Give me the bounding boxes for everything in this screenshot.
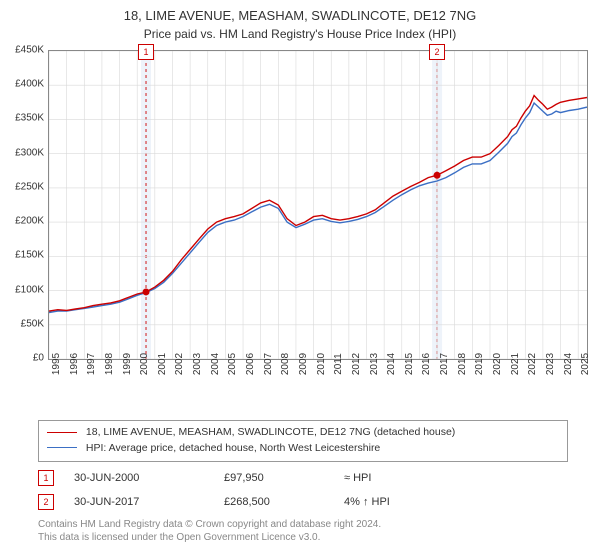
legend-swatch-blue [47,447,77,448]
x-axis-label: 2020 [492,353,503,375]
chart-container: 18, LIME AVENUE, MEASHAM, SWADLINCOTE, D… [0,0,600,560]
chart-subtitle: Price paid vs. HM Land Registry's House … [0,25,600,41]
chart-marker-2: 2 [429,44,445,60]
plot-svg [49,51,587,359]
x-axis-label: 2009 [298,353,309,375]
y-axis-label: £400K [15,79,44,90]
legend-box: 18, LIME AVENUE, MEASHAM, SWADLINCOTE, D… [38,420,568,462]
attribution-line2: This data is licensed under the Open Gov… [38,531,568,544]
legend-row-red: 18, LIME AVENUE, MEASHAM, SWADLINCOTE, D… [47,425,559,441]
x-axis-label: 2012 [351,353,362,375]
sale-marker-1: 1 [38,470,54,486]
sale-price-1: £97,950 [224,472,344,484]
legend-label-blue: HPI: Average price, detached house, Nort… [86,442,380,454]
y-axis-label: £450K [15,45,44,56]
x-axis-label: 2024 [563,353,574,375]
chart-area: £0£50K£100K£150K£200K£250K£300K£350K£400… [48,50,588,390]
sale-price-2: £268,500 [224,496,344,508]
y-axis-label: £100K [15,284,44,295]
sale-row-2: 2 30-JUN-2017 £268,500 4% ↑ HPI [38,486,568,510]
x-axis-label: 1997 [86,353,97,375]
x-axis-label: 2006 [245,353,256,375]
sale-delta-1: ≈ HPI [344,472,371,484]
y-axis-label: £50K [21,318,44,329]
legend-label-red: 18, LIME AVENUE, MEASHAM, SWADLINCOTE, D… [86,426,455,438]
x-axis-label: 2011 [333,353,344,375]
x-axis-label: 2010 [316,353,327,375]
plot-region [48,50,588,360]
attribution: Contains HM Land Registry data © Crown c… [38,510,568,544]
attribution-line1: Contains HM Land Registry data © Crown c… [38,518,568,531]
legend-row-blue: HPI: Average price, detached house, Nort… [47,441,559,457]
y-axis-label: £0 [33,353,44,364]
y-axis-label: £300K [15,147,44,158]
x-axis-label: 2019 [474,353,485,375]
chart-title: 18, LIME AVENUE, MEASHAM, SWADLINCOTE, D… [0,0,600,25]
x-axis-label: 2003 [192,353,203,375]
y-axis-label: £150K [15,250,44,261]
x-axis-label: 1999 [122,353,133,375]
x-axis-label: 2023 [545,353,556,375]
y-axis-label: £200K [15,216,44,227]
x-axis-label: 1996 [69,353,80,375]
sale-date-1: 30-JUN-2000 [74,472,224,484]
sale-marker-2: 2 [38,494,54,510]
y-axis-label: £250K [15,181,44,192]
x-axis-label: 2005 [227,353,238,375]
x-axis-label: 2000 [139,353,150,375]
sale-row-1: 1 30-JUN-2000 £97,950 ≈ HPI [38,462,568,486]
x-axis-label: 2022 [527,353,538,375]
x-axis-label: 2008 [280,353,291,375]
x-axis-label: 1995 [51,353,62,375]
x-axis-label: 2014 [386,353,397,375]
chart-marker-1: 1 [138,44,154,60]
legend-swatch-red [47,432,77,433]
y-axis-label: £350K [15,113,44,124]
sale-date-2: 30-JUN-2017 [74,496,224,508]
x-axis-label: 2001 [157,353,168,375]
x-axis-label: 2013 [369,353,380,375]
x-axis-label: 2004 [210,353,221,375]
x-axis-label: 2007 [263,353,274,375]
sale-delta-2: 4% ↑ HPI [344,496,390,508]
legend-area: 18, LIME AVENUE, MEASHAM, SWADLINCOTE, D… [38,420,568,544]
x-axis-label: 2018 [457,353,468,375]
x-axis-label: 2025 [580,353,591,375]
x-axis-label: 2002 [174,353,185,375]
x-axis-label: 2017 [439,353,450,375]
x-axis-label: 1998 [104,353,115,375]
x-axis-label: 2015 [404,353,415,375]
x-axis-label: 2016 [421,353,432,375]
x-axis-label: 2021 [510,353,521,375]
